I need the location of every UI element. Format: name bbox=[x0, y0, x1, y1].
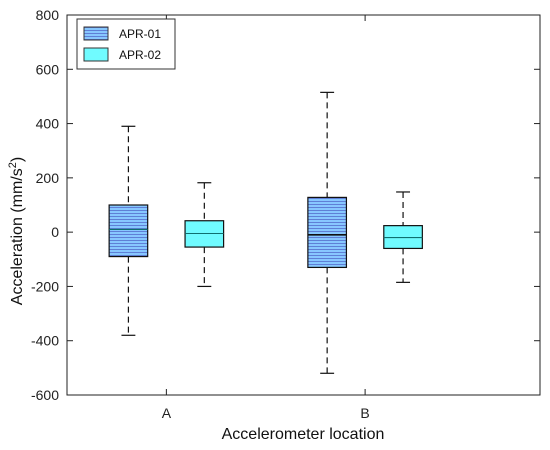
legend-swatch-apr-02 bbox=[83, 47, 109, 62]
x-tick-label: A bbox=[162, 405, 172, 421]
legend: APR-01 APR-02 bbox=[76, 18, 176, 70]
y-tick-label: -200 bbox=[31, 278, 59, 294]
y-tick-label: 0 bbox=[51, 224, 59, 240]
y-tick-label: -400 bbox=[31, 333, 59, 349]
legend-swatch-apr-01 bbox=[83, 26, 109, 41]
y-axis-title: Acceleration (mm/s2) bbox=[7, 157, 26, 305]
y-axis-title-superscript: 2 bbox=[7, 162, 19, 168]
y-axis: -600 -400 -200 0 200 400 600 800 bbox=[31, 7, 540, 403]
box-apr-01-b bbox=[307, 196, 348, 269]
x-tick-label: B bbox=[360, 405, 369, 421]
y-axis-title-tail: ) bbox=[9, 157, 26, 162]
y-axis-title-main: Acceleration (mm/s bbox=[9, 168, 26, 305]
y-tick-label: 800 bbox=[36, 7, 60, 23]
y-tick-label: -600 bbox=[31, 387, 59, 403]
y-tick-label: 200 bbox=[36, 170, 60, 186]
y-tick-label: 600 bbox=[36, 61, 60, 77]
box-series-group bbox=[108, 91, 423, 374]
x-axis-title: Accelerometer location bbox=[222, 426, 385, 443]
legend-label-apr-02: APR-02 bbox=[119, 48, 161, 62]
y-tick-label: 400 bbox=[36, 116, 60, 132]
legend-label-apr-01: APR-01 bbox=[119, 27, 161, 41]
box-apr-01-a bbox=[108, 204, 149, 258]
